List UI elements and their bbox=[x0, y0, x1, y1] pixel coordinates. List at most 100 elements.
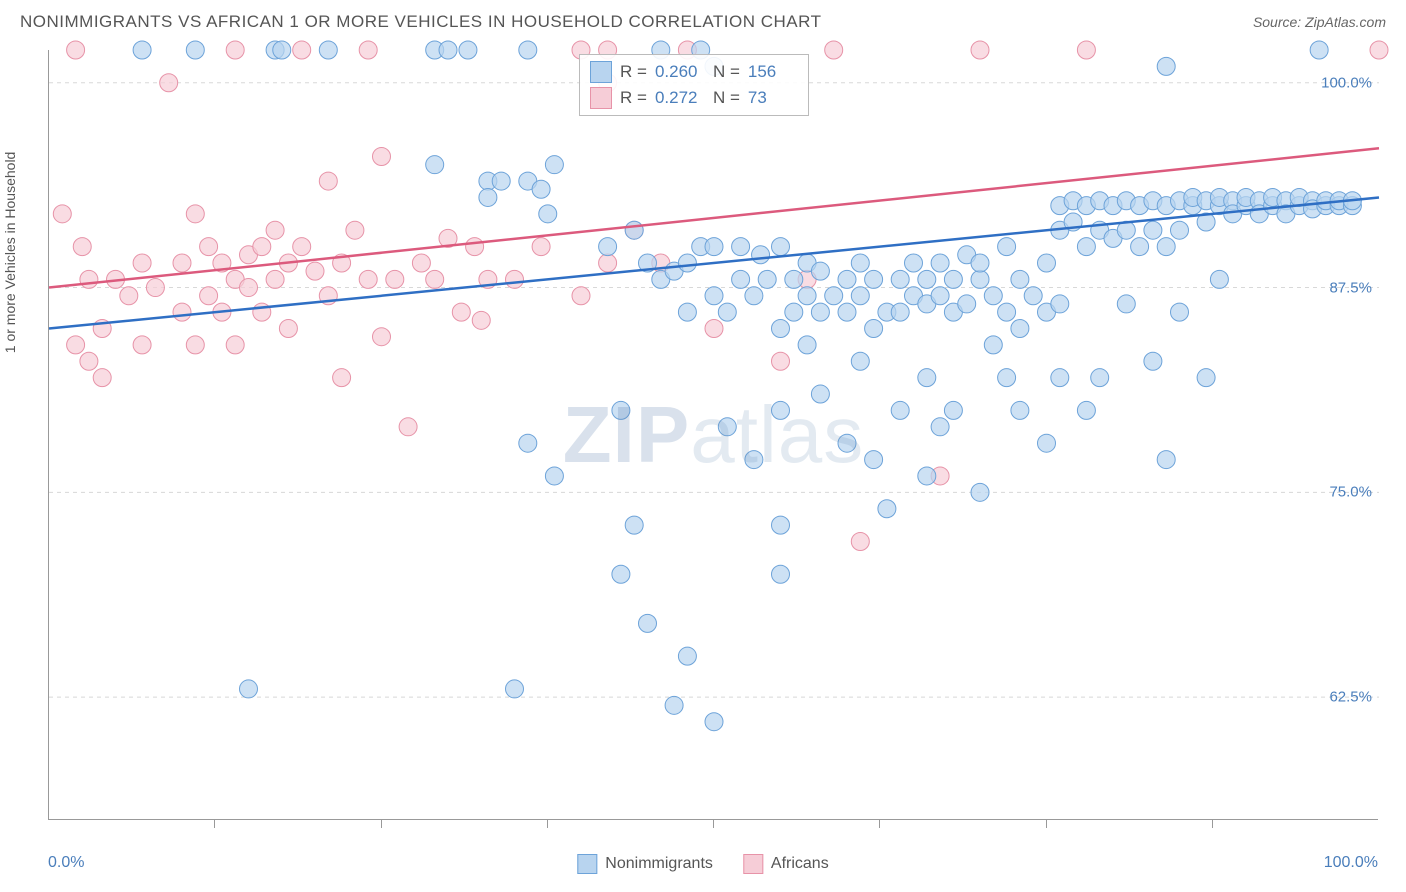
scatter-point bbox=[240, 279, 258, 297]
scatter-point bbox=[772, 565, 790, 583]
scatter-point bbox=[359, 41, 377, 59]
scatter-point bbox=[452, 303, 470, 321]
scatter-point bbox=[1077, 238, 1095, 256]
scatter-point bbox=[1011, 320, 1029, 338]
scatter-point bbox=[1077, 401, 1095, 419]
stats-row-nonimmigrants: R =0.260 N =156 bbox=[590, 59, 798, 85]
scatter-point bbox=[998, 369, 1016, 387]
scatter-point bbox=[426, 270, 444, 288]
scatter-point bbox=[931, 254, 949, 272]
scatter-point bbox=[931, 287, 949, 305]
scatter-point bbox=[1117, 295, 1135, 313]
legend-item-africans: Africans bbox=[743, 854, 829, 874]
scatter-point bbox=[1091, 369, 1109, 387]
scatter-point bbox=[944, 270, 962, 288]
scatter-point bbox=[811, 385, 829, 403]
scatter-point bbox=[625, 221, 643, 239]
scatter-point bbox=[752, 246, 770, 264]
scatter-point bbox=[279, 320, 297, 338]
scatter-point bbox=[266, 221, 284, 239]
scatter-point bbox=[705, 320, 723, 338]
scatter-point bbox=[745, 451, 763, 469]
scatter-point bbox=[1144, 352, 1162, 370]
x-axis-min-label: 0.0% bbox=[48, 854, 84, 872]
scatter-point bbox=[1077, 41, 1095, 59]
scatter-point bbox=[1144, 221, 1162, 239]
scatter-point bbox=[67, 336, 85, 354]
scatter-point bbox=[532, 180, 550, 198]
scatter-point bbox=[346, 221, 364, 239]
scatter-point bbox=[931, 418, 949, 436]
scatter-point bbox=[772, 352, 790, 370]
x-axis-ticks bbox=[48, 820, 1378, 828]
scatter-point bbox=[639, 614, 657, 632]
scatter-point bbox=[825, 41, 843, 59]
scatter-point bbox=[878, 500, 896, 518]
scatter-point bbox=[399, 418, 417, 436]
chart-title: NONIMMIGRANTS VS AFRICAN 1 OR MORE VEHIC… bbox=[20, 12, 821, 32]
scatter-point bbox=[273, 41, 291, 59]
scatter-point bbox=[532, 238, 550, 256]
scatter-point bbox=[612, 565, 630, 583]
y-tick-label: 87.5% bbox=[1329, 279, 1372, 296]
scatter-point bbox=[851, 532, 869, 550]
scatter-point bbox=[1011, 270, 1029, 288]
scatter-point bbox=[838, 270, 856, 288]
legend-label: Nonimmigrants bbox=[605, 855, 713, 873]
scatter-point bbox=[678, 303, 696, 321]
scatter-point bbox=[838, 303, 856, 321]
scatter-point bbox=[359, 270, 377, 288]
scatter-point bbox=[160, 74, 178, 92]
stats-swatch-africans bbox=[590, 87, 612, 109]
scatter-point bbox=[865, 320, 883, 338]
scatter-point bbox=[851, 352, 869, 370]
scatter-point bbox=[811, 303, 829, 321]
scatter-point bbox=[984, 287, 1002, 305]
scatter-point bbox=[186, 336, 204, 354]
scatter-point bbox=[785, 303, 803, 321]
scatter-point bbox=[971, 254, 989, 272]
scatter-point bbox=[665, 696, 683, 714]
scatter-point bbox=[1310, 41, 1328, 59]
scatter-point bbox=[732, 238, 750, 256]
scatter-point bbox=[772, 516, 790, 534]
scatter-point bbox=[226, 41, 244, 59]
scatter-point bbox=[944, 401, 962, 419]
scatter-point bbox=[958, 295, 976, 313]
scatter-point bbox=[439, 41, 457, 59]
scatter-point bbox=[599, 254, 617, 272]
scatter-point bbox=[678, 254, 696, 272]
bottom-legend: Nonimmigrants Africans bbox=[577, 854, 828, 874]
scatter-point bbox=[785, 270, 803, 288]
scatter-point bbox=[838, 434, 856, 452]
scatter-point bbox=[971, 41, 989, 59]
scatter-point bbox=[386, 270, 404, 288]
scatter-point bbox=[240, 680, 258, 698]
scatter-point bbox=[891, 303, 909, 321]
y-tick-label: 62.5% bbox=[1329, 689, 1372, 706]
scatter-point bbox=[984, 336, 1002, 354]
scatter-point bbox=[612, 401, 630, 419]
scatter-point bbox=[1157, 57, 1175, 75]
scatter-point bbox=[1131, 238, 1149, 256]
scatter-point bbox=[1051, 295, 1069, 313]
scatter-point bbox=[146, 279, 164, 297]
scatter-point bbox=[625, 516, 643, 534]
scatter-point bbox=[798, 336, 816, 354]
scatter-point bbox=[319, 172, 337, 190]
scatter-point bbox=[718, 418, 736, 436]
scatter-point bbox=[426, 156, 444, 174]
scatter-point bbox=[306, 262, 324, 280]
scatter-point bbox=[918, 467, 936, 485]
legend-swatch-africans bbox=[743, 854, 763, 874]
y-tick-label: 75.0% bbox=[1329, 484, 1372, 501]
scatter-point bbox=[373, 147, 391, 165]
scatter-point bbox=[133, 254, 151, 272]
scatter-point bbox=[133, 41, 151, 59]
scatter-point bbox=[1038, 254, 1056, 272]
scatter-point bbox=[772, 320, 790, 338]
scatter-point bbox=[186, 41, 204, 59]
scatter-point bbox=[1171, 221, 1189, 239]
scatter-point bbox=[53, 205, 71, 223]
scatter-point bbox=[865, 451, 883, 469]
